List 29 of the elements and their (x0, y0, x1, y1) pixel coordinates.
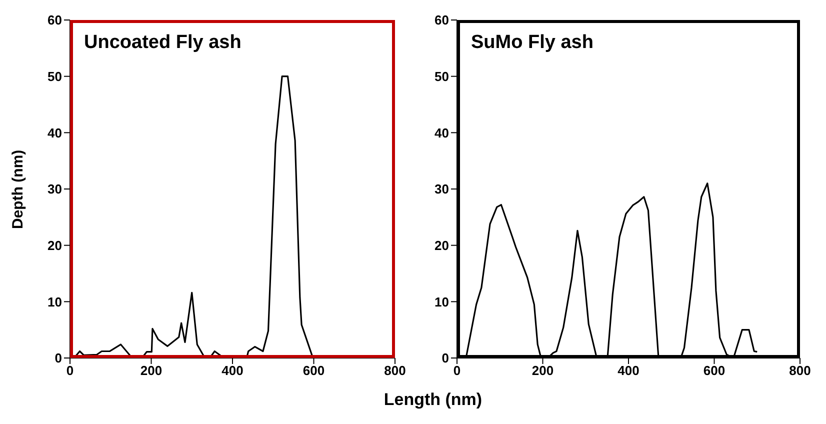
x-tick-label: 600 (703, 363, 726, 378)
y-tick-label: 40 (48, 125, 62, 140)
x-tick-label: 800 (789, 363, 811, 378)
x-axis-title: Length (nm) (382, 390, 484, 410)
y-tick-label: 60 (48, 12, 62, 28)
y-tick-label: 30 (434, 182, 449, 197)
y-tick-label: 10 (434, 294, 449, 310)
y-tick-label: 60 (434, 12, 449, 28)
y-tick-label: 10 (48, 294, 62, 310)
x-tick-label: 400 (618, 363, 640, 378)
x-tick-label: 0 (453, 363, 461, 378)
text: SuMo Fly ash (471, 32, 594, 54)
x-tick-label: 600 (302, 363, 325, 378)
x-tick-label: 200 (532, 363, 554, 378)
x-tick-label: 200 (140, 363, 162, 378)
x-tick-label: 400 (222, 363, 244, 378)
y-tick-label: 0 (54, 350, 62, 366)
y-tick-label: 40 (434, 125, 449, 140)
y-axis-title: Depth (nm) (9, 150, 26, 229)
text: Uncoated Fly ash (84, 32, 242, 54)
y-tick-label: 20 (434, 238, 449, 253)
y-tick-label: 50 (434, 68, 449, 84)
x-tick-label: 0 (66, 363, 74, 378)
y-tick-label: 20 (48, 238, 62, 253)
line-series (465, 182, 758, 358)
x-tick-label: 800 (384, 363, 406, 378)
y-tick-label: 0 (442, 350, 449, 366)
y-tick-label: 30 (48, 182, 62, 197)
y-tick-label: 50 (48, 68, 62, 84)
